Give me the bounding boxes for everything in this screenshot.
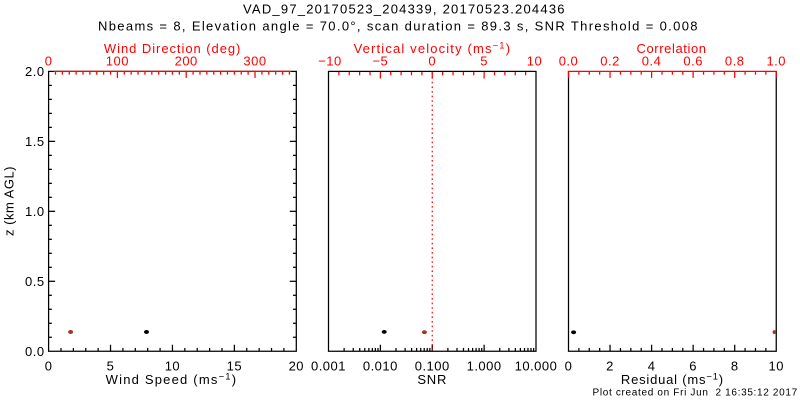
svg-text:1.5: 1.5 xyxy=(25,134,45,149)
svg-text:VAD_97_20170523_204339, 201705: VAD_97_20170523_204339, 20170523.204436 xyxy=(243,2,565,17)
svg-text:Wind Direction (deg): Wind Direction (deg) xyxy=(104,41,241,56)
svg-text:0.5: 0.5 xyxy=(25,274,45,289)
svg-text:5: 5 xyxy=(480,54,488,69)
svg-text:Plot created on Fri Jun 2 16:: Plot created on Fri Jun 2 16:35:12 2017 xyxy=(593,387,798,398)
svg-text:0: 0 xyxy=(45,54,53,69)
svg-text:0.0: 0.0 xyxy=(25,344,45,359)
svg-text:SNR: SNR xyxy=(417,372,447,387)
svg-text:0: 0 xyxy=(45,359,53,374)
svg-text:0: 0 xyxy=(565,359,573,374)
svg-text:0.0: 0.0 xyxy=(559,54,579,69)
svg-text:0.4: 0.4 xyxy=(642,54,662,69)
svg-text:0.6: 0.6 xyxy=(683,54,703,69)
svg-text:−5: −5 xyxy=(372,54,388,69)
svg-text:0.100: 0.100 xyxy=(415,359,450,374)
svg-text:0.001: 0.001 xyxy=(311,359,346,374)
svg-text:10: 10 xyxy=(165,359,180,374)
svg-text:2: 2 xyxy=(606,359,614,374)
svg-text:0.2: 0.2 xyxy=(600,54,620,69)
svg-text:1.000: 1.000 xyxy=(467,359,502,374)
svg-text:1.0: 1.0 xyxy=(25,204,45,219)
svg-text:6: 6 xyxy=(689,359,697,374)
svg-text:20: 20 xyxy=(289,359,304,374)
svg-text:Wind Speed (ms−1): Wind Speed (ms−1) xyxy=(106,372,238,388)
svg-text:4: 4 xyxy=(648,359,656,374)
svg-text:0: 0 xyxy=(428,54,436,69)
svg-text:0.010: 0.010 xyxy=(363,359,398,374)
svg-text:15: 15 xyxy=(227,359,242,374)
svg-text:300: 300 xyxy=(243,54,266,69)
svg-text:Vertical velocity (ms−1): Vertical velocity (ms−1) xyxy=(354,40,512,56)
svg-text:10: 10 xyxy=(769,359,784,374)
svg-text:2.0: 2.0 xyxy=(25,64,45,79)
svg-text:Residual (ms−1): Residual (ms−1) xyxy=(621,372,724,388)
svg-text:z (km AGL): z (km AGL) xyxy=(2,166,17,236)
svg-text:Nbeams = 8, Elevation angle =: Nbeams = 8, Elevation angle = 70.0°, sca… xyxy=(98,18,698,33)
svg-text:−10: −10 xyxy=(318,54,342,69)
svg-text:10: 10 xyxy=(527,54,542,69)
svg-text:5: 5 xyxy=(107,359,115,374)
svg-text:10.000: 10.000 xyxy=(515,359,558,374)
svg-text:100: 100 xyxy=(106,54,129,69)
svg-text:Correlation: Correlation xyxy=(637,41,707,56)
svg-text:1.0: 1.0 xyxy=(766,54,786,69)
svg-text:0.8: 0.8 xyxy=(725,54,745,69)
svg-text:200: 200 xyxy=(175,54,198,69)
svg-text:8: 8 xyxy=(731,359,739,374)
